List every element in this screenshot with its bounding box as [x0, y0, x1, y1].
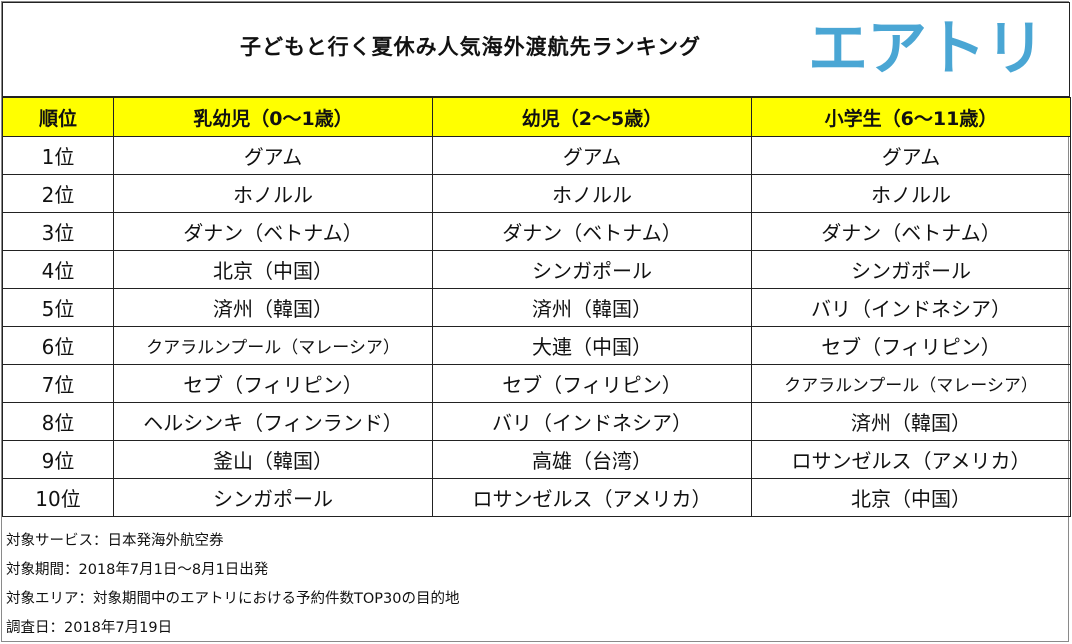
table-row: 8位 ヘルシンキ（フィンランド） バリ（インドネシア） 済州（韓国） — [2, 402, 1071, 441]
toddler-destination: ロサンゼルス（アメリカ） — [432, 478, 752, 517]
rank-cell: 1位 — [2, 136, 114, 175]
infant-destination: ダナン（ベトナム） — [113, 212, 433, 251]
header-rank: 順位 — [2, 97, 114, 137]
toddler-destination: ホノルル — [432, 174, 752, 213]
elementary-destination: ホノルル — [751, 174, 1071, 213]
note-area: 対象エリア：対象期間中のエアトリにおける予約件数TOP30の目的地 — [6, 591, 460, 607]
table-row: 5位 済州（韓国） 済州（韓国） バリ（インドネシア） — [2, 288, 1071, 327]
infant-destination: 釜山（韓国） — [113, 440, 433, 479]
toddler-destination: セブ（フィリピン） — [432, 364, 752, 403]
infant-destination: ヘルシンキ（フィンランド） — [113, 402, 433, 441]
infant-destination: グアム — [113, 136, 433, 175]
table-row: 4位 北京（中国） シンガポール シンガポール — [2, 250, 1071, 289]
footnotes: 対象サービス：日本発海外航空券 対象期間：2018年7月1日～8月1日出発 対象… — [6, 527, 459, 643]
infant-destination: 済州（韓国） — [113, 288, 433, 327]
elementary-destination: 北京（中国） — [751, 478, 1071, 517]
elementary-destination: バリ（インドネシア） — [751, 288, 1071, 327]
infant-destination: シンガポール — [113, 478, 433, 517]
ranking-table: 順位 乳幼児（0～1歳） 幼児（2～5歳） 小学生（6～11歳） 1位 グアム … — [2, 97, 1071, 517]
elementary-destination: グアム — [751, 136, 1071, 175]
rank-cell: 3位 — [2, 212, 114, 251]
rank-cell: 10位 — [2, 478, 114, 517]
rank-cell: 8位 — [2, 402, 114, 441]
toddler-destination: ダナン（ベトナム） — [432, 212, 752, 251]
elementary-destination: クアラルンプール（マレーシア） — [751, 364, 1071, 403]
table-row: 9位 釜山（韓国） 高雄（台湾） ロサンゼルス（アメリカ） — [2, 440, 1071, 479]
airtrip-logo: エアトリ — [808, 14, 1045, 84]
elementary-destination: セブ（フィリピン） — [751, 326, 1071, 365]
elementary-destination: シンガポール — [751, 250, 1071, 289]
toddler-destination: 済州（韓国） — [432, 288, 752, 327]
toddler-destination: 高雄（台湾） — [432, 440, 752, 479]
toddler-destination: グアム — [432, 136, 752, 175]
rank-cell: 2位 — [2, 174, 114, 213]
toddler-destination: シンガポール — [432, 250, 752, 289]
table-row: 2位 ホノルル ホノルル ホノルル — [2, 174, 1071, 213]
elementary-destination: ダナン（ベトナム） — [751, 212, 1071, 251]
rank-cell: 7位 — [2, 364, 114, 403]
infant-destination: ホノルル — [113, 174, 433, 213]
toddler-destination: バリ（インドネシア） — [432, 402, 752, 441]
header-infant: 乳幼児（0～1歳） — [113, 97, 433, 137]
toddler-destination: 大連（中国） — [432, 326, 752, 365]
table-row: 3位 ダナン（ベトナム） ダナン（ベトナム） ダナン（ベトナム） — [2, 212, 1071, 251]
elementary-destination: 済州（韓国） — [751, 402, 1071, 441]
header-elementary: 小学生（6～11歳） — [751, 97, 1071, 137]
table-row: 7位 セブ（フィリピン） セブ（フィリピン） クアラルンプール（マレーシア） — [2, 364, 1071, 403]
table-row: 6位 クアラルンプール（マレーシア） 大連（中国） セブ（フィリピン） — [2, 326, 1071, 365]
infant-destination: クアラルンプール（マレーシア） — [113, 326, 433, 365]
infant-destination: 北京（中国） — [113, 250, 433, 289]
table-header-row: 順位 乳幼児（0～1歳） 幼児（2～5歳） 小学生（6～11歳） — [2, 97, 1071, 137]
page-title: 子どもと行く夏休み人気海外渡航先ランキング — [240, 35, 701, 59]
rank-cell: 9位 — [2, 440, 114, 479]
note-survey-date: 調査日：2018年7月19日 — [6, 620, 173, 636]
note-service: 対象サービス：日本発海外航空券 — [6, 533, 224, 549]
rank-cell: 6位 — [2, 326, 114, 365]
table-row: 10位 シンガポール ロサンゼルス（アメリカ） 北京（中国） — [2, 478, 1071, 517]
note-period: 対象期間：2018年7月1日～8月1日出発 — [6, 562, 269, 578]
infant-destination: セブ（フィリピン） — [113, 364, 433, 403]
header: 子どもと行く夏休み人気海外渡航先ランキング エアトリ — [2, 2, 1070, 97]
rank-cell: 4位 — [2, 250, 114, 289]
rank-cell: 5位 — [2, 288, 114, 327]
table-row: 1位 グアム グアム グアム — [2, 136, 1071, 175]
header-toddler: 幼児（2～5歳） — [432, 97, 752, 137]
elementary-destination: ロサンゼルス（アメリカ） — [751, 440, 1071, 479]
